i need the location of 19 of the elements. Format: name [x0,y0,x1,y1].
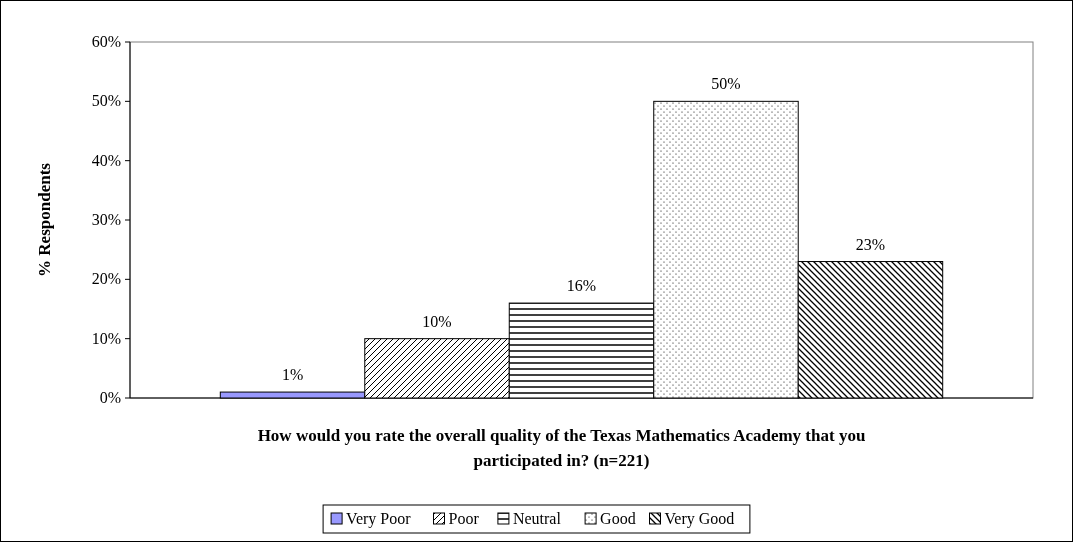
y-tick-label: 20% [91,270,121,288]
legend-label: Very Good [664,510,735,528]
y-tick-label: 0% [99,389,121,406]
data-label: 1% [281,366,304,384]
y-axis-title: % Respondents [35,162,54,277]
y-tick-label: 50% [91,92,121,110]
legend-label: Very Poor [346,510,412,528]
legend-label: Poor [448,510,480,527]
legend-label: Good [600,510,636,527]
y-tick-label: 40% [91,151,121,169]
legend-label: Neutral [512,510,562,527]
data-label: 10% [422,312,452,330]
data-label: 16% [566,277,597,295]
data-label: 23% [855,235,886,253]
y-tick-label: 30% [91,211,121,228]
y-tick-label: 10% [91,329,121,347]
data-label: 50% [711,75,741,93]
y-tick-label: 60% [91,33,121,50]
x-axis-title: How would you rate the overall quality of the Texas Mathematics Academy that you participated in? (n=221) [257,426,866,470]
